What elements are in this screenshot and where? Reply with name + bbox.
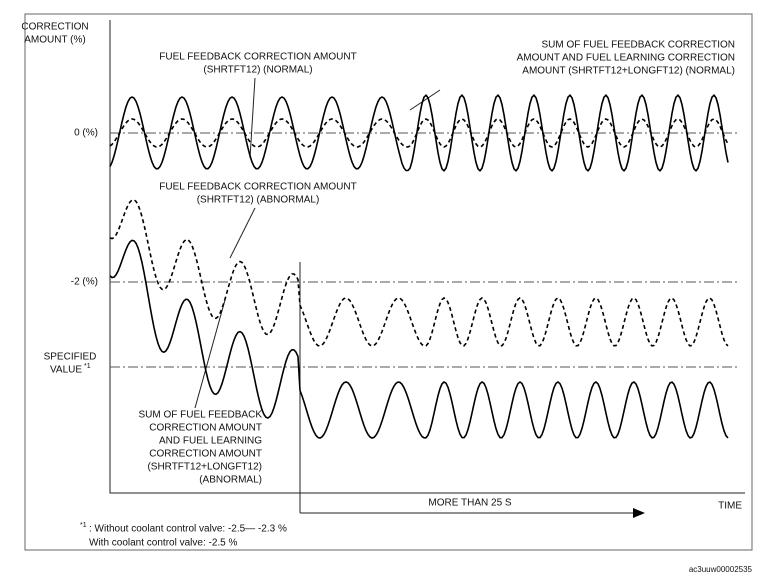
image-id: ac3uuw00002535 xyxy=(689,565,753,574)
annotation: AMOUNT AND FUEL LEARNING CORRECTION xyxy=(517,53,735,64)
level-label: -2 (%) xyxy=(71,277,98,288)
note-mark: *1 xyxy=(80,522,87,529)
footnote: : Without coolant control valve: -2.5— -… xyxy=(89,524,287,535)
axes xyxy=(109,20,745,494)
annotation: (ABNORMAL) xyxy=(199,475,262,486)
leader xyxy=(409,89,441,111)
y-label: CORRECTION xyxy=(21,22,88,33)
waveform xyxy=(109,93,729,173)
arrow-head xyxy=(633,508,645,518)
x-label: TIME xyxy=(718,501,742,512)
annotation: FUEL FEEDBACK CORRECTION AMOUNT xyxy=(159,182,356,193)
frame xyxy=(24,13,753,551)
annotation: SUM OF FUEL FEEDBACK CORRECTION xyxy=(541,40,735,51)
annotation: SUM OF FUEL FEEDBACK xyxy=(138,410,262,421)
duration-label: MORE THAN 25 S xyxy=(428,498,511,509)
annotation: AMOUNT (SHRTFT12+LONGFT12) (NORMAL) xyxy=(522,66,735,77)
annotation: (SHRTFT12) (NORMAL) xyxy=(203,65,312,76)
annotation: CORRECTION AMOUNT xyxy=(149,449,262,460)
leader xyxy=(194,299,226,409)
footnote: With coolant control valve: -2.5 % xyxy=(89,538,238,549)
specified-label: VALUE xyxy=(50,365,82,376)
waveform xyxy=(109,199,729,347)
leader xyxy=(249,77,256,159)
note-mark: *1 xyxy=(84,363,91,370)
annotation: CORRECTION AMOUNT xyxy=(149,423,262,434)
annotation: (SHRTFT12) (ABNORMAL) xyxy=(197,195,320,206)
leader xyxy=(229,207,256,259)
level-label: 0 (%) xyxy=(74,128,98,139)
waveform xyxy=(109,239,729,439)
annotation: AND FUEL LEARNING xyxy=(159,436,262,447)
y-label: AMOUNT (%) xyxy=(24,35,85,46)
annotation: FUEL FEEDBACK CORRECTION AMOUNT xyxy=(159,52,356,63)
waveform xyxy=(109,118,729,148)
specified-label: SPECIFIED xyxy=(44,352,97,363)
annotation: (SHRTFT12+LONGFT12) xyxy=(147,462,262,473)
